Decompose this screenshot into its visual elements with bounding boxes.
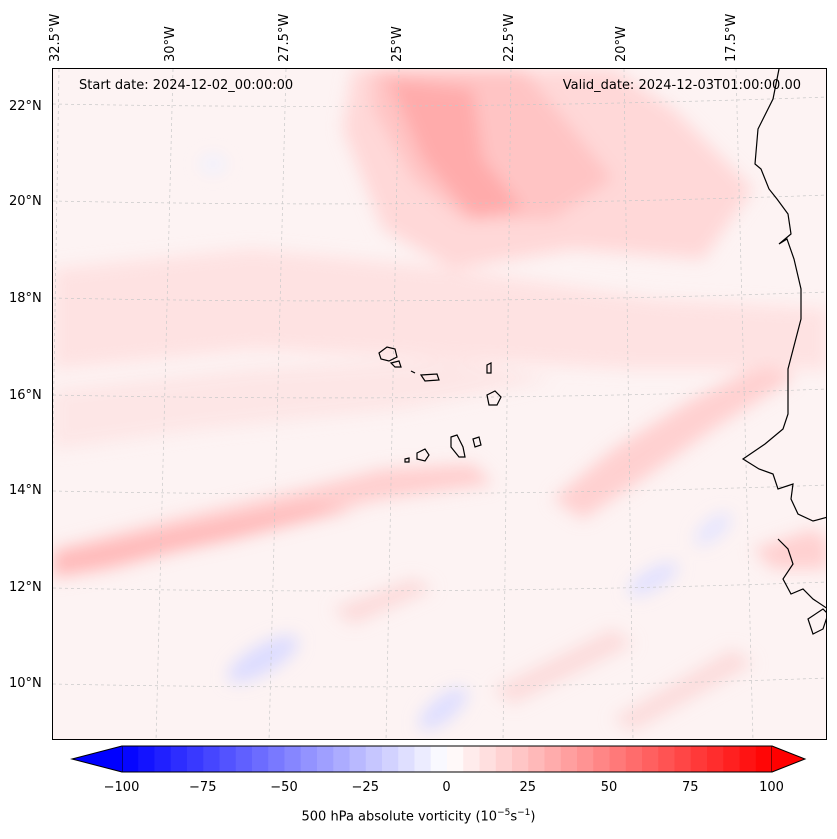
colorbar-cell [447, 746, 464, 772]
latitude-label: 22°N [9, 99, 42, 114]
gridlines [53, 69, 826, 739]
colorbar-tick-label: −100 [103, 780, 140, 795]
colorbar-cell [170, 746, 188, 772]
longitude-label: 25°W [390, 26, 405, 62]
start-date-label: Start date: 2024-12-02_00:00:00 [79, 78, 294, 93]
colorbar-cell [463, 746, 480, 772]
colorbar-tick-label: 75 [681, 780, 699, 795]
colorbar-tick-label: 25 [519, 780, 537, 795]
colorbar-label: 500 hPa absolute vorticity (10−5s−1) [301, 808, 536, 825]
colorbar-cell [187, 746, 204, 772]
colorbar-cell [625, 746, 643, 772]
vorticity-field [53, 69, 826, 731]
colorbar-cell [349, 746, 367, 772]
latitude-label: 12°N [9, 580, 42, 595]
colorbar-tick-label: −75 [189, 780, 217, 795]
valid-date-label: Valid_date: 2024-12-03T01:00:00.00 [562, 78, 801, 93]
colorbar-cell [317, 746, 334, 772]
colorbar-cell [333, 746, 350, 772]
colorbar [70, 745, 807, 773]
island-brava [404, 457, 410, 463]
island-santo-antao [378, 346, 398, 362]
colorbar-cell [414, 746, 432, 772]
colorbar-cell [398, 746, 415, 772]
colorbar-tick-label: 50 [600, 780, 618, 795]
colorbar-cell [365, 746, 383, 772]
colorbar-cell [560, 746, 578, 772]
colorbar-cell [300, 746, 318, 772]
colorbar-cell [430, 746, 448, 772]
coastline [741, 69, 826, 635]
colorbar-cell [739, 746, 757, 772]
longitude-label: 17.5°W [724, 13, 739, 62]
island-boa-vista [486, 390, 502, 406]
map-panel[interactable] [52, 68, 827, 740]
colorbar-cell [138, 746, 155, 772]
longitude-label: 20°W [614, 26, 629, 62]
colorbar-cell [577, 746, 594, 772]
latitude-label: 16°N [9, 388, 42, 403]
longitude-label: 30°W [163, 26, 178, 62]
colorbar-min-arrow [70, 745, 123, 773]
colorbar-cell [658, 746, 675, 772]
colorbar-cell [528, 746, 545, 772]
colorbar-cell [154, 746, 172, 772]
colorbar-cell [235, 746, 253, 772]
latitude-label: 10°N [9, 676, 42, 691]
island-sao-nicolau [419, 373, 440, 382]
colorbar-cell [723, 746, 740, 772]
island-santiago [450, 434, 466, 458]
colorbar-tick-label: −50 [270, 780, 298, 795]
latitude-label: 18°N [9, 291, 42, 306]
colorbar-cell [544, 746, 562, 772]
colorbar-cell [122, 746, 139, 772]
colorbar-cell [512, 746, 529, 772]
colorbar-cell [690, 746, 708, 772]
colorbar-cell [642, 746, 659, 772]
colorbar-cell [479, 746, 497, 772]
island-sal [486, 362, 492, 374]
latitude-label: 14°N [9, 483, 42, 498]
latitude-label: 20°N [9, 194, 42, 209]
island-fogo [416, 448, 430, 462]
island-maio [472, 436, 482, 448]
colorbar-cell [268, 746, 285, 772]
colorbar-cell [674, 746, 692, 772]
longitude-label: 22.5°W [502, 13, 517, 62]
colorbar-cell [219, 746, 237, 772]
colorbar-cell [284, 746, 302, 772]
colorbar-tick-label: 0 [442, 780, 451, 795]
colorbar-cell [609, 746, 627, 772]
island-sao-vicente [389, 360, 402, 368]
colorbar-cell [593, 746, 610, 772]
colorbar-cell [495, 746, 513, 772]
longitude-label: 32.5°W [48, 13, 63, 62]
colorbar-cell [382, 746, 399, 772]
vorticity-map[interactable] [53, 69, 827, 740]
longitude-label: 27.5°W [277, 13, 292, 62]
colorbar-cell [252, 746, 269, 772]
colorbar-max-arrow [771, 745, 807, 773]
island-santa-luzia [410, 370, 416, 374]
colorbar-cell [707, 746, 724, 772]
colorbar-tick-label: 100 [759, 780, 784, 795]
colorbar-cell [755, 746, 773, 772]
cape-verde-islands [378, 346, 502, 463]
colorbar-cell [203, 746, 220, 772]
colorbar-tick-label: −25 [351, 780, 379, 795]
